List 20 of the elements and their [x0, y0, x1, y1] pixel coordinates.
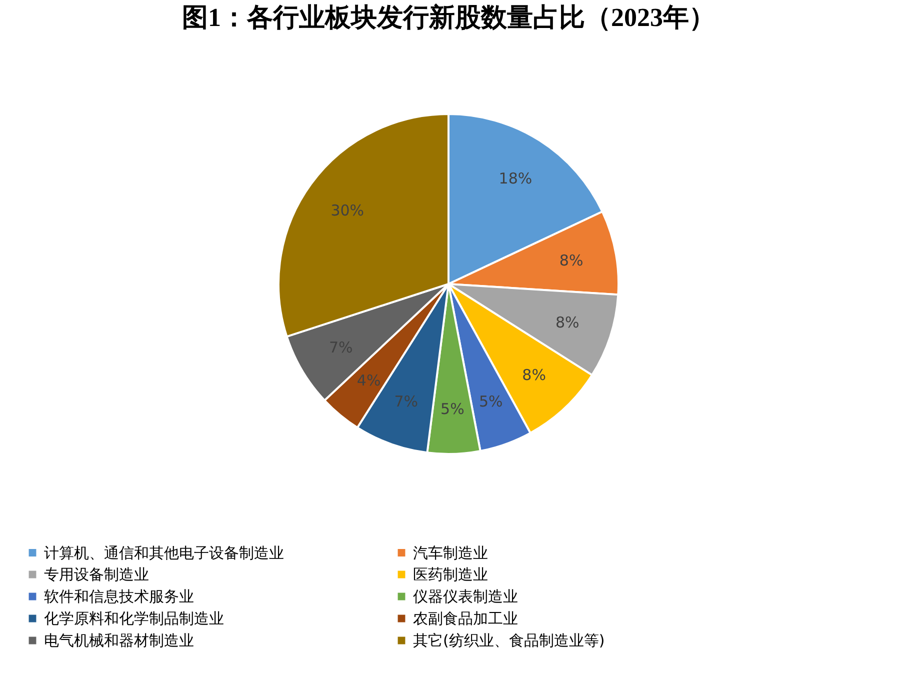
data-label: 8% — [559, 252, 584, 270]
data-label: 4% — [356, 371, 381, 390]
data-label: 8% — [555, 314, 580, 332]
legend-label: 化学原料和化学制品制造业 — [44, 610, 224, 628]
legend-label: 计算机、通信和其他电子设备制造业 — [44, 544, 284, 562]
legend-label: 专用设备制造业 — [44, 566, 149, 584]
legend-label: 汽车制造业 — [413, 544, 488, 562]
legend-label: 仪器仪表制造业 — [413, 588, 518, 606]
legend-label: 其它(纺织业、食品制造业等) — [413, 632, 605, 650]
data-label: 5% — [440, 400, 464, 418]
data-label: 8% — [522, 366, 546, 384]
legend-label: 农副食品加工业 — [413, 610, 518, 628]
data-label: 30% — [330, 202, 364, 220]
legend-label: 医药制造业 — [413, 566, 488, 584]
data-label: 18% — [498, 169, 532, 188]
data-label: 5% — [478, 392, 503, 411]
legend-label: 电气机械和器材制造业 — [44, 632, 194, 650]
chart-title: 图1：各行业板块发行新股数量占比（2023年） — [182, 3, 715, 32]
legend-label: 软件和信息技术服务业 — [44, 588, 194, 606]
data-label: 7% — [394, 392, 418, 411]
